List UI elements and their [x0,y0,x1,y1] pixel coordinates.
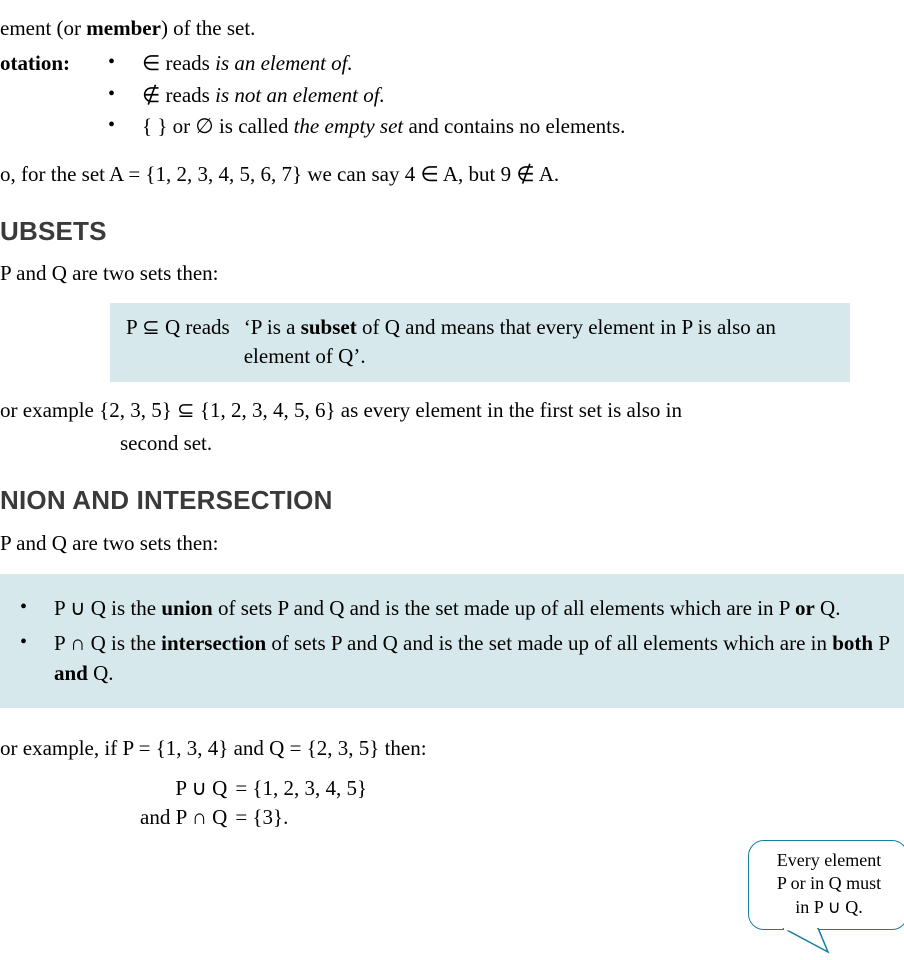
u1-bold2: or [795,596,815,620]
u2-pre: P ∩ Q is the [54,631,161,655]
notation-item-2: ∉ reads is not an element of. [142,81,904,110]
heading-subsets: UBSETS [0,213,904,249]
u1-mid: of sets P and Q and is the set made up o… [213,596,795,620]
eq1-left: P ∪ Q [140,774,235,803]
union-item-1: • P ∪ Q is the union of sets P and Q and… [20,594,894,623]
notation-row-3: • { } or ∅ is called the empty set and c… [0,112,904,141]
u2-mid: of sets P and Q and is the set made up o… [266,631,832,655]
union-item-2: • P ∩ Q is the intersection of sets P an… [20,629,894,688]
u1-post: Q. [815,596,841,620]
u2-bold: intersection [161,631,266,655]
notation-sym-1: ∈ [142,51,160,75]
notation-desc-3: the empty set [294,114,404,138]
page: ement (or member) of the set. otation: •… [0,0,904,960]
subset-bold: subset [301,315,357,339]
notation-tail-3: and contains no elements. [403,114,625,138]
notation-reads-3: is called [214,114,294,138]
element-member-line: ement (or member) of the set. [0,14,904,43]
notation-row-1: otation: • ∈ reads is an element of. [0,49,904,78]
u1-pre: P ∪ Q is the [54,596,161,620]
u1-bold: union [161,596,212,620]
eq2-right: = {3}. [235,803,367,832]
notation-sym-3: { } or ∅ [142,114,214,138]
notation-item-3: { } or ∅ is called the empty set and con… [142,112,904,141]
eq2-l: P ∩ Q [176,805,228,829]
union-intro: P and Q are two sets then: [0,529,904,558]
speech-bubble: Every element P or in Q must in P ∪ Q. [748,840,904,954]
heading-union: NION AND INTERSECTION [0,482,904,518]
element-bold: member [86,16,161,40]
subset-r1: ‘P is a [244,315,301,339]
subset-box-right: ‘P is a subset of Q and means that every… [244,313,834,372]
union-example-intro: or example, if P = {1, 3, 4} and Q = {2,… [0,734,904,763]
notation-sym-2: ∉ [142,83,160,107]
speech-line-3: in P ∪ Q. [759,896,899,919]
eq2-pre: and [140,805,176,829]
notation-desc-2: is not an element of. [215,83,385,107]
u2-bold2: both [832,631,873,655]
u2-bold3: and [54,661,88,685]
subset-example-line2: second set. [0,429,904,458]
u2-mid2: P [873,631,889,655]
notation-reads-2: reads [160,83,215,107]
notation-item-1: ∈ reads is an element of. [142,49,904,78]
eq2-left: and P ∩ Q [140,803,235,832]
eq1-right: = {1, 2, 3, 4, 5} [235,774,367,803]
bullet-icon: • [20,594,54,620]
element-suffix: ) of the set. [161,16,255,40]
union-definition-box: • P ∪ Q is the union of sets P and Q and… [0,574,904,708]
subsets-intro: P and Q are two sets then: [0,259,904,288]
bullet-icon: • [20,629,54,655]
notation-row-2: • ∉ reads is not an element of. [0,81,904,110]
union-example-equations: P ∪ Q = {1, 2, 3, 4, 5} and P ∩ Q = {3}. [0,774,904,833]
speech-tail-icon [748,928,904,954]
bullet-icon: • [108,81,142,107]
bullet-icon: • [108,112,142,138]
speech-bubble-body: Every element P or in Q must in P ∪ Q. [748,840,904,930]
subset-example-line1: or example {2, 3, 5} ⊆ {1, 2, 3, 4, 5, 6… [0,396,904,425]
notation-label: otation: [0,49,108,78]
speech-line-2: P or in Q must [759,872,899,895]
speech-line-1: Every element [759,849,899,872]
subset-definition-box: P ⊆ Q reads ‘P is a subset of Q and mean… [110,303,850,382]
notation-desc-1: is an element of. [215,51,353,75]
element-prefix: ement (or [0,16,86,40]
bullet-icon: • [108,49,142,75]
u2-post: Q. [88,661,114,685]
subset-box-left: P ⊆ Q reads [126,313,244,372]
notation-reads-1: reads [160,51,215,75]
set-a-example: o, for the set A = {1, 2, 3, 4, 5, 6, 7}… [0,160,904,189]
